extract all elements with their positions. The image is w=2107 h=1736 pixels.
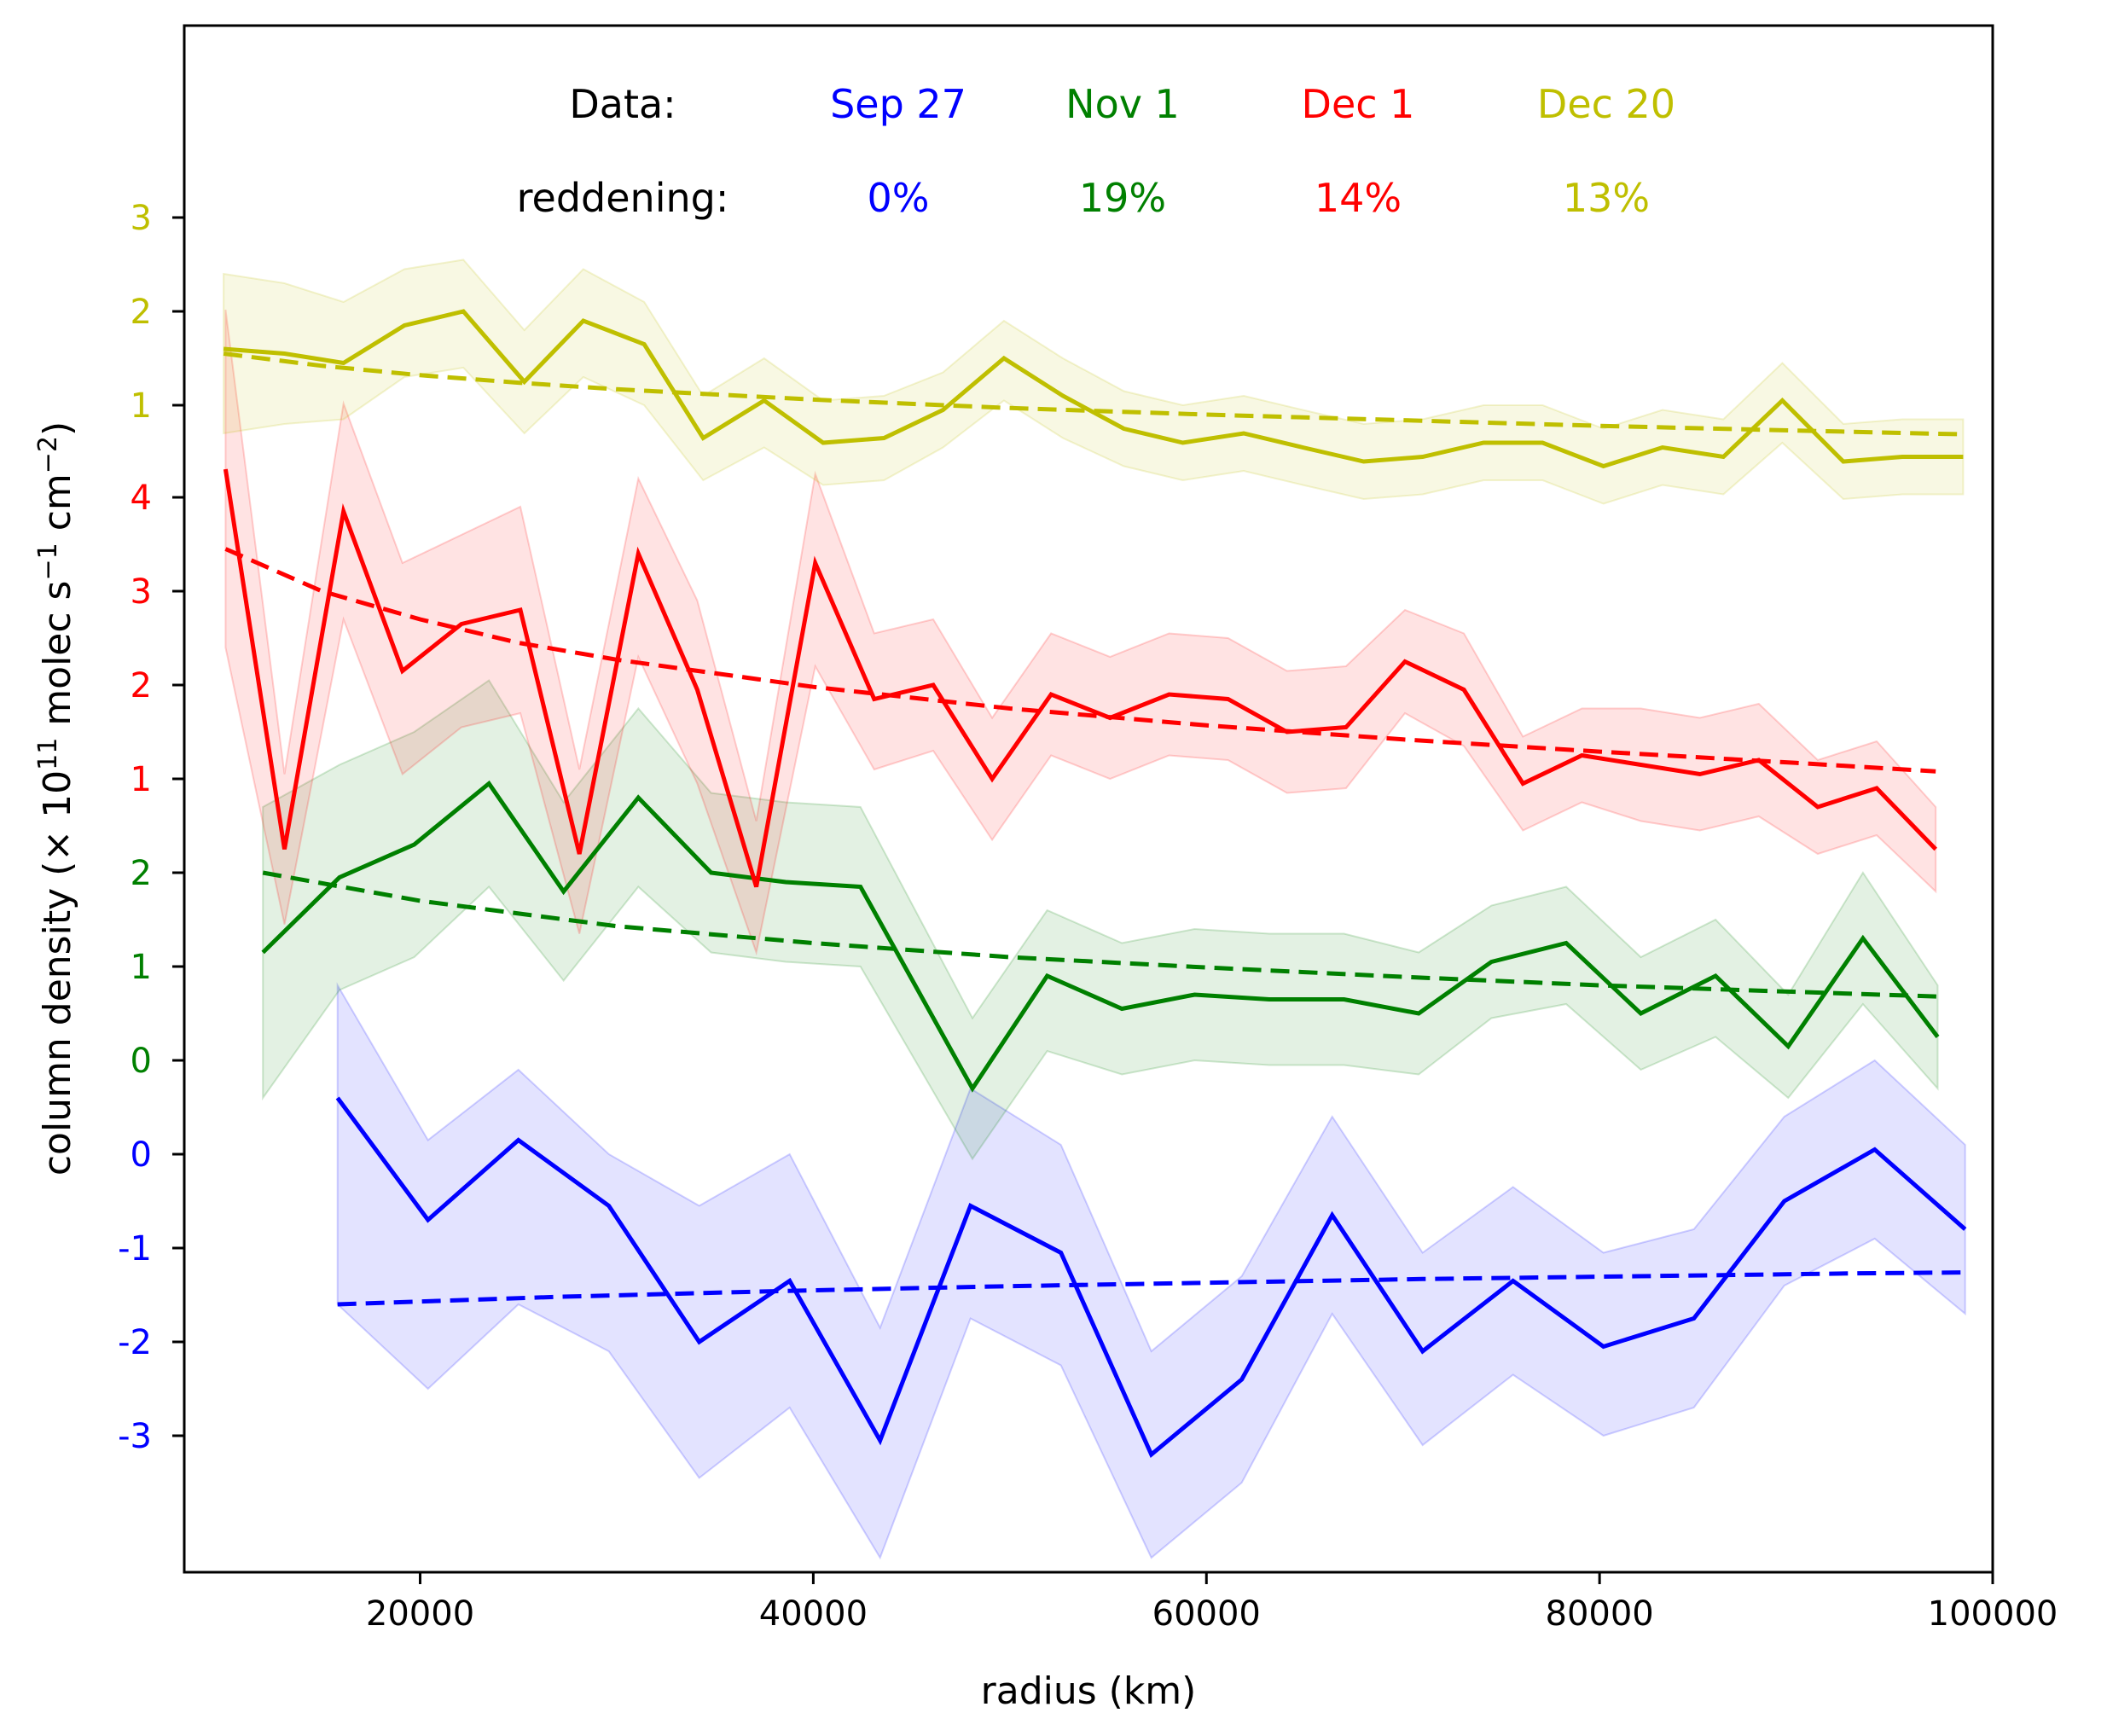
y-tick-label: 2	[131, 666, 152, 705]
legend-row-label-reddening: reddening:	[517, 175, 729, 221]
y-tick-label: 2	[131, 854, 152, 893]
fit-line-sep-27	[337, 1270, 1965, 1307]
fit-lines	[223, 351, 1965, 1307]
data-line-dec-1	[223, 468, 1937, 888]
data-line-nov-1	[261, 780, 1940, 1093]
fit-line-dec-20	[223, 351, 1964, 437]
y-tick-label: 3	[131, 199, 152, 238]
band-sep-27	[336, 982, 1966, 1560]
y-tick-label: -1	[118, 1229, 152, 1269]
legend-row-label-data: Data:	[569, 81, 676, 127]
data-line-dec-20	[223, 309, 1964, 469]
y-tick-label: 2	[131, 293, 152, 332]
data-line-sep-27	[335, 1096, 1967, 1459]
y-tick-label: 1	[131, 948, 152, 987]
y-axis: 0 -1 -2 -3 0 1 2 1 2 3 4 1 2 3	[118, 199, 184, 1456]
y-tick-label: -3	[118, 1417, 152, 1456]
series-lines	[223, 309, 1967, 1459]
y-tick-label: 1	[131, 760, 152, 799]
legend: Data: reddening: Sep 27 0% Nov 1 19% Dec 1 14% D…	[517, 81, 1675, 221]
legend-reddening-dec-20: 13%	[1563, 175, 1650, 221]
band-nov-1	[262, 679, 1939, 1161]
x-tick-label: 40000	[759, 1594, 868, 1634]
x-tick-label: 80000	[1546, 1594, 1654, 1634]
legend-reddening-sep-27: 0%	[868, 175, 930, 221]
y-tick-label: 0	[131, 1135, 152, 1175]
y-axis-title: column density (× 1011 molec s−1 cm−2)	[33, 421, 79, 1176]
legend-date-sep-27: Sep 27	[830, 81, 966, 127]
fit-line-dec-1	[224, 547, 1936, 774]
x-axis-title: radius (km)	[981, 1669, 1197, 1713]
x-axis: 20000 40000 60000 80000 100000	[366, 1572, 2058, 1634]
x-tick-label: 60000	[1152, 1594, 1261, 1634]
x-tick-label: 20000	[366, 1594, 474, 1634]
y-tick-label: 4	[131, 479, 152, 518]
legend-date-dec-20: Dec 20	[1537, 81, 1675, 127]
fit-line-nov-1	[262, 870, 1938, 999]
y-tick-label: 3	[131, 572, 152, 612]
band-dec-1	[224, 309, 1937, 956]
legend-reddening-nov-1: 19%	[1079, 175, 1166, 221]
x-tick-label: 100000	[1928, 1594, 2058, 1634]
plot-frame	[183, 24, 1994, 1574]
legend-date-dec-1: Dec 1	[1302, 81, 1415, 127]
y-tick-label: -2	[118, 1323, 152, 1362]
y-tick-label: 0	[131, 1042, 152, 1081]
y-tick-label: 1	[131, 386, 152, 426]
legend-reddening-dec-1: 14%	[1315, 175, 1402, 221]
legend-date-nov-1: Nov 1	[1065, 81, 1180, 127]
